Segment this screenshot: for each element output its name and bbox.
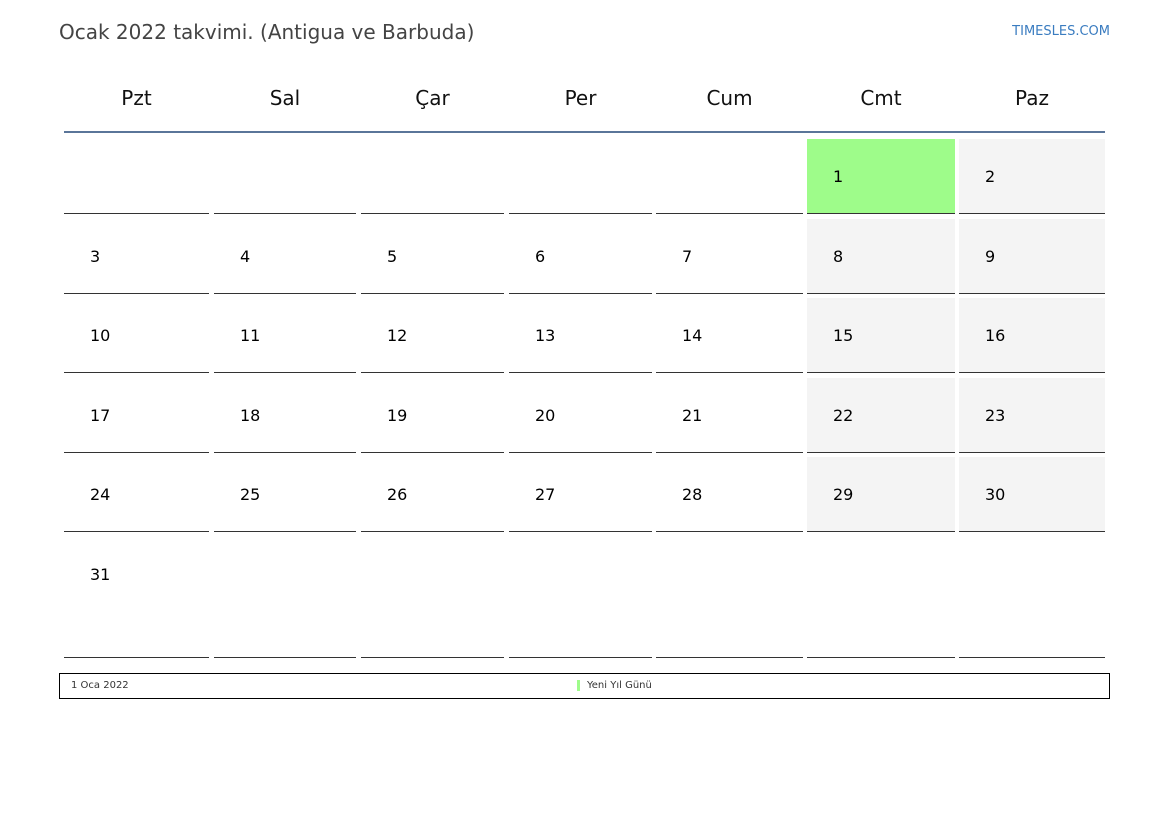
day-cell xyxy=(64,139,209,214)
day-number: 12 xyxy=(387,326,408,345)
day-cell[interactable]: 20 xyxy=(509,378,652,453)
day-cell xyxy=(214,537,356,658)
day-cell[interactable]: 28 xyxy=(656,457,803,532)
day-number: 3 xyxy=(90,247,101,266)
day-cell xyxy=(214,139,356,214)
day-number: 18 xyxy=(240,406,261,425)
day-cell[interactable]: 21 xyxy=(656,378,803,453)
holiday-name: Yeni Yıl Günü xyxy=(577,680,652,691)
day-number: 16 xyxy=(985,326,1006,345)
day-number: 24 xyxy=(90,485,111,504)
day-number: 21 xyxy=(682,406,703,425)
weekday-header: Pzt xyxy=(121,86,152,110)
weekday-header: Çar xyxy=(415,86,450,110)
day-cell[interactable]: 29 xyxy=(807,457,955,532)
day-cell[interactable]: 18 xyxy=(214,378,356,453)
day-number: 13 xyxy=(535,326,556,345)
day-number: 11 xyxy=(240,326,261,345)
day-cell[interactable]: 4 xyxy=(214,219,356,294)
day-number: 7 xyxy=(682,247,693,266)
day-cell xyxy=(656,537,803,658)
day-cell[interactable]: 14 xyxy=(656,298,803,373)
page-title: Ocak 2022 takvimi. (Antigua ve Barbuda) xyxy=(59,20,475,44)
day-cell xyxy=(509,537,652,658)
day-number: 2 xyxy=(985,167,996,186)
day-cell[interactable]: 3 xyxy=(64,219,209,294)
day-number: 23 xyxy=(985,406,1006,425)
weekday-header: Paz xyxy=(1015,86,1049,110)
day-cell[interactable]: 27 xyxy=(509,457,652,532)
day-number: 28 xyxy=(682,485,703,504)
day-cell[interactable]: 10 xyxy=(64,298,209,373)
holiday-date: 1 Oca 2022 xyxy=(71,680,129,691)
day-cell[interactable]: 24 xyxy=(64,457,209,532)
day-number: 27 xyxy=(535,485,556,504)
day-cell xyxy=(807,537,955,658)
day-cell xyxy=(361,139,504,214)
day-cell[interactable]: 15 xyxy=(807,298,955,373)
day-number: 8 xyxy=(833,247,844,266)
day-number: 4 xyxy=(240,247,251,266)
day-cell[interactable]: 19 xyxy=(361,378,504,453)
day-number: 10 xyxy=(90,326,111,345)
day-cell[interactable]: 26 xyxy=(361,457,504,532)
brand-link[interactable]: TIMESLES.COM xyxy=(1012,24,1110,39)
day-cell[interactable]: 31 xyxy=(64,537,209,658)
day-number: 19 xyxy=(387,406,408,425)
day-cell[interactable]: 5 xyxy=(361,219,504,294)
day-number: 30 xyxy=(985,485,1006,504)
day-cell[interactable]: 30 xyxy=(959,457,1105,532)
day-number: 15 xyxy=(833,326,854,345)
header-divider xyxy=(64,131,1105,133)
weekday-header: Sal xyxy=(269,86,301,110)
day-number: 22 xyxy=(833,406,854,425)
day-cell[interactable]: 2 xyxy=(959,139,1105,214)
holiday-legend: 1 Oca 2022 Yeni Yıl Günü xyxy=(59,673,1110,699)
day-cell[interactable]: 11 xyxy=(214,298,356,373)
day-cell xyxy=(361,537,504,658)
weekday-header: Cmt xyxy=(860,86,902,110)
day-cell[interactable]: 25 xyxy=(214,457,356,532)
weekday-header: Per xyxy=(564,86,597,110)
day-number: 26 xyxy=(387,485,408,504)
day-number: 9 xyxy=(985,247,996,266)
day-cell[interactable]: 23 xyxy=(959,378,1105,453)
day-number: 25 xyxy=(240,485,261,504)
day-cell[interactable]: 6 xyxy=(509,219,652,294)
day-cell xyxy=(509,139,652,214)
day-number: 29 xyxy=(833,485,854,504)
day-cell[interactable]: 13 xyxy=(509,298,652,373)
day-number: 17 xyxy=(90,406,111,425)
day-cell xyxy=(959,537,1105,658)
day-cell[interactable]: 17 xyxy=(64,378,209,453)
day-number: 20 xyxy=(535,406,556,425)
day-number: 14 xyxy=(682,326,703,345)
day-cell[interactable]: 22 xyxy=(807,378,955,453)
day-cell[interactable]: 12 xyxy=(361,298,504,373)
day-cell[interactable]: 9 xyxy=(959,219,1105,294)
weekday-header: Cum xyxy=(706,86,753,110)
day-cell[interactable]: 7 xyxy=(656,219,803,294)
day-number: 31 xyxy=(90,565,111,584)
day-cell[interactable]: 8 xyxy=(807,219,955,294)
day-number: 1 xyxy=(833,167,844,186)
day-number: 5 xyxy=(387,247,398,266)
day-number: 6 xyxy=(535,247,546,266)
day-cell xyxy=(656,139,803,214)
day-cell[interactable]: 16 xyxy=(959,298,1105,373)
day-cell[interactable]: 1 xyxy=(807,139,955,214)
